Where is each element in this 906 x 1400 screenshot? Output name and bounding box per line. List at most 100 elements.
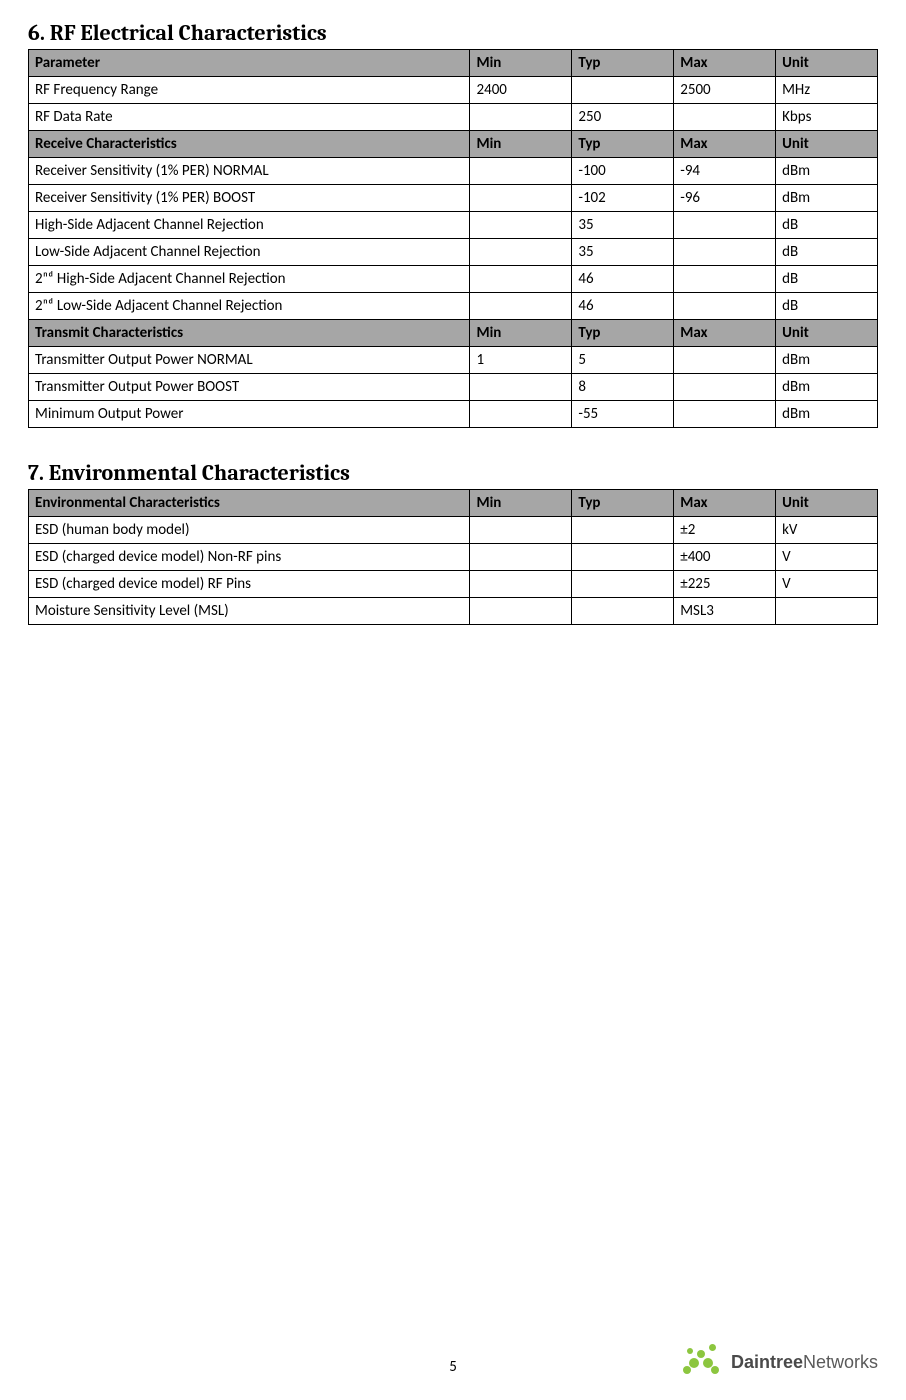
- table-row: Receiver Sensitivity (1% PER) NORMAL -10…: [29, 158, 878, 185]
- cell: V: [776, 571, 878, 598]
- cell: [470, 266, 572, 293]
- cell: Minimum Output Power: [29, 401, 470, 428]
- cell: [470, 598, 572, 625]
- cell: RF Data Rate: [29, 104, 470, 131]
- cell: -102: [572, 185, 674, 212]
- cell: 2400: [470, 77, 572, 104]
- cell: Kbps: [776, 104, 878, 131]
- cell: 2ⁿᵈ Low-Side Adjacent Channel Rejection: [29, 293, 470, 320]
- cell: Receiver Sensitivity (1% PER) BOOST: [29, 185, 470, 212]
- col-parameter: Receive Characteristics: [29, 131, 470, 158]
- table-row: 2ⁿᵈ Low-Side Adjacent Channel Rejection …: [29, 293, 878, 320]
- logo-mark-icon: [681, 1344, 725, 1380]
- table-header-row: Parameter Min Typ Max Unit: [29, 50, 878, 77]
- cell: [674, 293, 776, 320]
- cell: RF Frequency Range: [29, 77, 470, 104]
- table-row: RF Frequency Range 2400 2500 MHz: [29, 77, 878, 104]
- cell: [470, 571, 572, 598]
- cell: 2500: [674, 77, 776, 104]
- cell: dB: [776, 239, 878, 266]
- table-row: Low-Side Adjacent Channel Rejection 35 d…: [29, 239, 878, 266]
- cell: [470, 401, 572, 428]
- col-parameter: Parameter: [29, 50, 470, 77]
- col-unit: Unit: [776, 490, 878, 517]
- logo-text: DaintreeNetworks: [731, 1352, 878, 1373]
- table-row: ESD (human body model) ±2 kV: [29, 517, 878, 544]
- col-min: Min: [470, 490, 572, 517]
- section7-title: 7. Environmental Characteristics: [28, 460, 878, 486]
- logo-sub: Networks: [803, 1352, 878, 1372]
- cell: 35: [572, 212, 674, 239]
- cell: [572, 77, 674, 104]
- cell: -55: [572, 401, 674, 428]
- cell: Moisture Sensitivity Level (MSL): [29, 598, 470, 625]
- col-typ: Typ: [572, 50, 674, 77]
- col-max: Max: [674, 131, 776, 158]
- cell: [470, 239, 572, 266]
- cell: 1: [470, 347, 572, 374]
- cell: V: [776, 544, 878, 571]
- cell: MHz: [776, 77, 878, 104]
- cell: Low-Side Adjacent Channel Rejection: [29, 239, 470, 266]
- cell: ±400: [674, 544, 776, 571]
- table-row: ESD (charged device model) RF Pins ±225 …: [29, 571, 878, 598]
- table-row: Receiver Sensitivity (1% PER) BOOST -102…: [29, 185, 878, 212]
- table-row: Transmitter Output Power BOOST 8 dBm: [29, 374, 878, 401]
- cell: 250: [572, 104, 674, 131]
- cell: ±225: [674, 571, 776, 598]
- cell: [470, 544, 572, 571]
- cell: [470, 212, 572, 239]
- cell: 46: [572, 293, 674, 320]
- cell: [674, 212, 776, 239]
- col-parameter: Transmit Characteristics: [29, 320, 470, 347]
- logo-main: Daintree: [731, 1352, 803, 1372]
- cell: MSL3: [674, 598, 776, 625]
- cell: [674, 401, 776, 428]
- cell: [470, 158, 572, 185]
- table-row: 2ⁿᵈ High-Side Adjacent Channel Rejection…: [29, 266, 878, 293]
- cell: [674, 104, 776, 131]
- cell: [776, 598, 878, 625]
- cell: [470, 104, 572, 131]
- cell: High-Side Adjacent Channel Rejection: [29, 212, 470, 239]
- cell: [572, 571, 674, 598]
- cell: 2ⁿᵈ High-Side Adjacent Channel Rejection: [29, 266, 470, 293]
- table-row: Minimum Output Power -55 dBm: [29, 401, 878, 428]
- cell: [674, 374, 776, 401]
- cell: -100: [572, 158, 674, 185]
- cell: dB: [776, 212, 878, 239]
- col-min: Min: [470, 131, 572, 158]
- cell: [674, 266, 776, 293]
- col-unit: Unit: [776, 131, 878, 158]
- cell: [470, 293, 572, 320]
- cell: dB: [776, 293, 878, 320]
- col-max: Max: [674, 50, 776, 77]
- col-unit: Unit: [776, 320, 878, 347]
- cell: [674, 347, 776, 374]
- col-unit: Unit: [776, 50, 878, 77]
- table-row: ESD (charged device model) Non-RF pins ±…: [29, 544, 878, 571]
- cell: dBm: [776, 401, 878, 428]
- table-subheader-row: Receive Characteristics Min Typ Max Unit: [29, 131, 878, 158]
- cell: dBm: [776, 347, 878, 374]
- cell: 35: [572, 239, 674, 266]
- cell: Transmitter Output Power BOOST: [29, 374, 470, 401]
- col-min: Min: [470, 50, 572, 77]
- cell: [470, 517, 572, 544]
- col-typ: Typ: [572, 131, 674, 158]
- cell: dB: [776, 266, 878, 293]
- cell: kV: [776, 517, 878, 544]
- col-max: Max: [674, 320, 776, 347]
- cell: dBm: [776, 158, 878, 185]
- daintree-logo: DaintreeNetworks: [681, 1344, 878, 1380]
- rf-characteristics-table: Parameter Min Typ Max Unit RF Frequency …: [28, 49, 878, 428]
- cell: ESD (human body model): [29, 517, 470, 544]
- table-row: High-Side Adjacent Channel Rejection 35 …: [29, 212, 878, 239]
- environmental-table: Environmental Characteristics Min Typ Ma…: [28, 489, 878, 625]
- cell: [674, 239, 776, 266]
- cell: [572, 517, 674, 544]
- cell: [572, 544, 674, 571]
- cell: Transmitter Output Power NORMAL: [29, 347, 470, 374]
- col-max: Max: [674, 490, 776, 517]
- cell: -96: [674, 185, 776, 212]
